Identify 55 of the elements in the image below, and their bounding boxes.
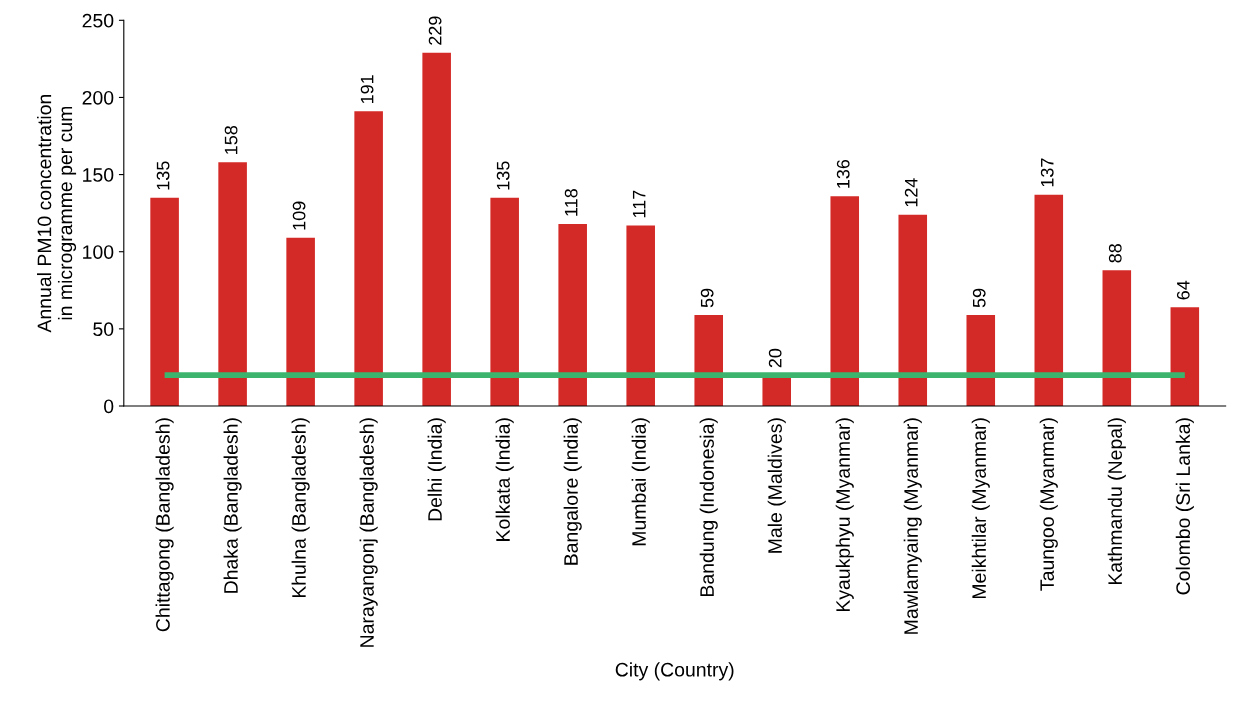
x-tick-label: Khulna (Bangladesh)	[291, 418, 310, 598]
data-label: 191	[360, 75, 374, 103]
x-tick-label: Male (Maldives)	[767, 418, 786, 553]
bar	[626, 225, 655, 406]
x-tick-label: Kyaukphyu (Myanmar)	[835, 418, 854, 612]
x-tick-label: Colombo (Sri Lanka)	[1175, 418, 1194, 595]
data-label: 137	[1040, 158, 1054, 187]
bar	[422, 52, 451, 406]
bar	[490, 197, 519, 406]
bar	[898, 214, 928, 406]
data-label: 229	[428, 16, 442, 45]
x-tick-label: Meikhtilar (Myanmar)	[971, 418, 990, 599]
data-label: 59	[972, 288, 986, 308]
data-label: 136	[836, 159, 850, 188]
data-label: 117	[632, 190, 646, 218]
bar	[1034, 194, 1064, 406]
y-axis-title: Annual PM10 concentration in microgramme per cum	[37, 94, 77, 333]
x-tick-label: Delhi (India)	[427, 418, 446, 521]
data-label: 109	[292, 201, 306, 230]
data-label: 118	[564, 189, 578, 216]
bar	[830, 196, 860, 406]
bar	[966, 314, 996, 406]
x-axis-title: City (Country)	[615, 662, 734, 681]
x-tick-label: Kathmandu (Nepal)	[1107, 418, 1126, 585]
data-label: 158	[224, 125, 238, 154]
bar	[558, 223, 587, 406]
x-tick-label: Chittagong (Bangladesh)	[155, 418, 174, 632]
data-label: 20	[768, 348, 782, 368]
x-tick-label: Kolkata (India)	[495, 418, 514, 541]
bar	[354, 111, 383, 406]
data-label: 59	[700, 288, 714, 308]
bar	[1102, 270, 1132, 406]
bar	[694, 314, 723, 406]
x-tick-label: Dhaka (Bangladesh)	[223, 418, 242, 593]
bar	[286, 237, 315, 406]
y-tick-label: 50	[93, 322, 114, 337]
bar	[218, 162, 247, 406]
y-tick-label: 250	[82, 13, 114, 28]
x-tick-label: Bandung (Indonesia)	[699, 418, 718, 597]
x-tick-label: Mawlamyaing (Myanmar)	[903, 418, 922, 634]
y-tick-label: 200	[82, 90, 114, 105]
data-label: 64	[1176, 280, 1190, 300]
x-tick-label: Mumbai (India)	[631, 418, 650, 546]
y-tick-label: 100	[83, 245, 114, 259]
bar	[1170, 307, 1200, 406]
data-label: 88	[1108, 243, 1122, 263]
x-tick-label: Narayangonj (Bangladesh)	[359, 418, 378, 647]
y-tick-label: 0	[104, 399, 114, 414]
x-tick-label: Taungoo (Myanmar)	[1039, 418, 1058, 591]
y-tick-label: 150	[83, 168, 114, 182]
bar	[150, 197, 179, 406]
x-tick-label: Bangalore (India)	[563, 418, 582, 565]
data-label: 135	[156, 161, 170, 190]
data-label: 124	[904, 178, 918, 207]
data-label: 135	[496, 161, 510, 190]
